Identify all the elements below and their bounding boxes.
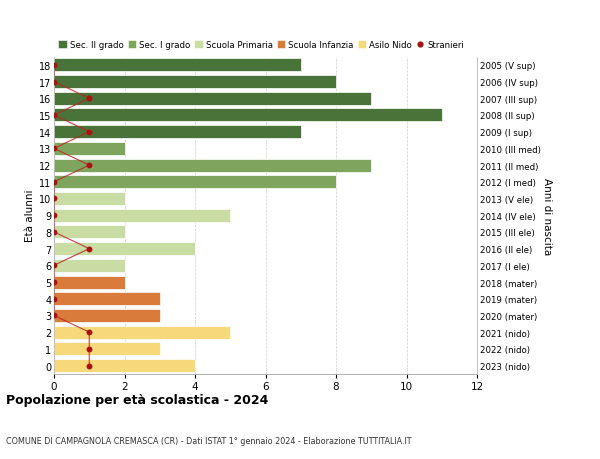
Bar (54, 209, 230, 222)
Point (49, 62, 59, 69)
Legend: Sec. II grado, Sec. I grado, Scuola Primaria, Scuola Infanzia, Asilo Nido, Stran: Sec. II grado, Sec. I grado, Scuola Prim… (58, 41, 464, 50)
Bar (54, 276, 125, 289)
Bar (54, 259, 125, 272)
Bar (54, 226, 125, 239)
Point (85, 329, 94, 336)
Point (49, 196, 59, 203)
Bar (54, 126, 301, 139)
Text: Popolazione per età scolastica - 2024: Popolazione per età scolastica - 2024 (6, 393, 268, 406)
Bar (54, 93, 371, 106)
Y-axis label: Età alunni: Età alunni (25, 190, 35, 242)
Point (49, 279, 59, 286)
Bar (54, 326, 230, 339)
Bar (54, 159, 371, 172)
Point (85, 95, 94, 103)
Point (49, 112, 59, 119)
Bar (54, 76, 336, 89)
Point (49, 78, 59, 86)
Text: COMUNE DI CAMPAGNOLA CREMASCA (CR) - Dati ISTAT 1° gennaio 2024 - Elaborazione T: COMUNE DI CAMPAGNOLA CREMASCA (CR) - Dat… (6, 436, 412, 445)
Bar (54, 109, 442, 122)
Bar (54, 359, 195, 372)
Bar (54, 193, 125, 206)
Bar (54, 242, 195, 256)
Point (49, 262, 59, 269)
Bar (54, 143, 125, 156)
Bar (54, 342, 160, 356)
Point (49, 212, 59, 219)
Point (85, 346, 94, 353)
Y-axis label: Anni di nascita: Anni di nascita (542, 177, 552, 254)
Point (49, 312, 59, 319)
Point (49, 146, 59, 153)
Bar (54, 59, 301, 72)
Bar (54, 292, 160, 306)
Point (85, 162, 94, 169)
Bar (54, 309, 160, 322)
Point (85, 246, 94, 253)
Point (49, 179, 59, 186)
Point (49, 296, 59, 303)
Point (49, 229, 59, 236)
Point (85, 129, 94, 136)
Point (85, 362, 94, 369)
Bar (54, 176, 336, 189)
